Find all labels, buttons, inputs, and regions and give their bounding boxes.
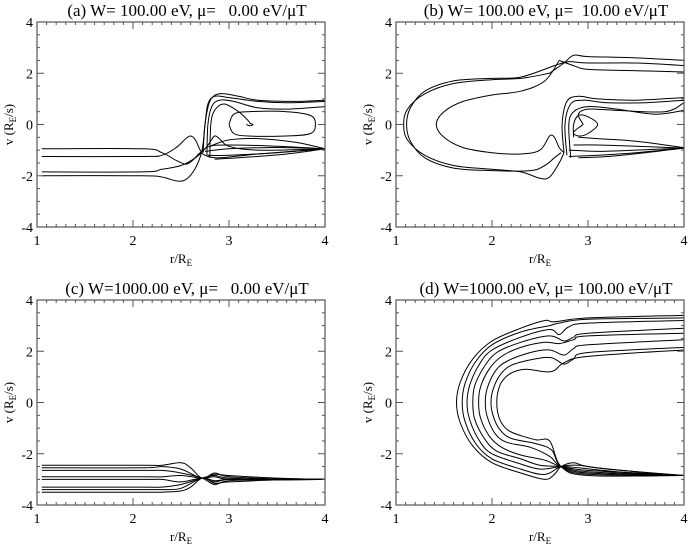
y-tick-label: -4 bbox=[380, 499, 392, 514]
panel-title: (b) W= 100.00 eV, μ= 10.00 eV/μT bbox=[424, 1, 669, 20]
panel-a: (a) W= 100.00 eV, μ= 0.00 eV/μT 1 2 3 4 -4 -2 0… bbox=[1, 1, 329, 268]
x-tick-label: 2 bbox=[489, 512, 496, 527]
y-tick-label: -4 bbox=[21, 499, 33, 514]
x-tick-label: 4 bbox=[322, 512, 329, 527]
trajectory-line bbox=[561, 95, 685, 153]
plot-frame bbox=[36, 299, 326, 506]
y-axis-label: v (RE/s) bbox=[1, 104, 18, 145]
panel-b: (b) W= 100.00 eV, μ= 10.00 eV/μT 1 2 3 4 -4 -2… bbox=[360, 1, 688, 268]
trajectory-line bbox=[559, 59, 685, 73]
y-tick-label: 0 bbox=[26, 119, 33, 134]
x-tick-label: 3 bbox=[585, 512, 592, 527]
trajectory-line bbox=[214, 148, 326, 160]
panel-c: (c) W=1000.00 eV, μ= 0.00 eV/μT 1 2 3 4 -4 -2 0… bbox=[1, 279, 329, 545]
plot-frame bbox=[395, 21, 685, 228]
trajectory-line bbox=[484, 339, 685, 476]
trajectory-line bbox=[41, 469, 326, 486]
trajectory-line bbox=[568, 147, 685, 157]
trajectory-line bbox=[496, 349, 685, 477]
trajectory-line bbox=[228, 110, 316, 137]
x-tick-label: 2 bbox=[489, 234, 496, 249]
trajectory-line bbox=[41, 477, 325, 493]
x-tick-label: 1 bbox=[393, 512, 400, 527]
x-tick-label: 4 bbox=[681, 234, 688, 249]
y-tick-label: -2 bbox=[21, 448, 33, 463]
trajectory-line bbox=[578, 147, 685, 159]
trajectory-line bbox=[202, 93, 326, 153]
y-tick-label: 4 bbox=[26, 16, 33, 31]
x-tick-label: 3 bbox=[585, 234, 592, 249]
y-axis-label: v (RE/s) bbox=[1, 382, 18, 423]
panel-title: (d) W=1000.00 eV, μ= 100.00 eV/μT bbox=[419, 279, 673, 298]
trajectory-line bbox=[209, 103, 254, 158]
x-tick-label: 2 bbox=[130, 234, 137, 249]
trajectory-line bbox=[568, 147, 685, 152]
y-tick-label: -4 bbox=[380, 221, 392, 236]
x-axis-label: r/RE bbox=[529, 251, 552, 268]
trajectories bbox=[41, 462, 326, 493]
trajectory-line bbox=[577, 102, 685, 125]
trajectory-line bbox=[41, 135, 326, 159]
trajectory-line bbox=[435, 60, 565, 155]
x-tick-label: 2 bbox=[130, 512, 137, 527]
y-tick-label: 2 bbox=[385, 345, 392, 360]
y-tick-label: -2 bbox=[380, 170, 392, 185]
x-tick-label: 3 bbox=[226, 512, 233, 527]
trajectory-line bbox=[41, 144, 326, 165]
trajectory-line bbox=[472, 327, 685, 476]
trajectories bbox=[455, 314, 685, 480]
y-tick-label: 2 bbox=[385, 67, 392, 82]
trajectories bbox=[403, 54, 685, 180]
plot-frame bbox=[36, 21, 326, 228]
trajectory-line bbox=[490, 346, 685, 476]
trajectory-line bbox=[406, 65, 562, 172]
y-tick-label: -4 bbox=[21, 221, 33, 236]
trajectory-line bbox=[554, 61, 685, 67]
trajectory-line bbox=[578, 136, 685, 149]
x-tick-label: 3 bbox=[226, 234, 233, 249]
trajectory-line bbox=[564, 99, 685, 156]
trajectory-line bbox=[549, 54, 685, 74]
x-axis-label: r/RE bbox=[529, 529, 552, 545]
trajectory-line bbox=[207, 148, 326, 156]
y-tick-label: 0 bbox=[385, 119, 392, 134]
y-tick-label: 2 bbox=[26, 345, 33, 360]
x-tick-label: 1 bbox=[393, 234, 400, 249]
x-tick-label: 1 bbox=[34, 512, 41, 527]
x-tick-label: 4 bbox=[681, 512, 688, 527]
y-tick-label: -2 bbox=[21, 170, 33, 185]
y-tick-label: 0 bbox=[26, 397, 33, 412]
trajectory-line bbox=[206, 99, 326, 156]
panel-d: (d) W=1000.00 eV, μ= 100.00 eV/μT 1 2 3 4 -4 -… bbox=[360, 279, 688, 545]
trajectory-line bbox=[209, 137, 326, 150]
y-axis-label: v (RE/s) bbox=[360, 382, 377, 423]
x-tick-label: 4 bbox=[322, 234, 329, 249]
trajectory-line bbox=[573, 144, 685, 149]
trajectories bbox=[41, 93, 326, 182]
y-axis-label: v (RE/s) bbox=[360, 104, 377, 145]
trajectory-line bbox=[478, 332, 685, 476]
trajectory-line bbox=[204, 147, 326, 152]
y-tick-label: 4 bbox=[26, 294, 33, 309]
panel-title: (c) W=1000.00 eV, μ= 0.00 eV/μT bbox=[65, 279, 309, 298]
x-tick-label: 1 bbox=[34, 234, 41, 249]
x-axis-label: r/RE bbox=[170, 529, 193, 545]
y-tick-label: -2 bbox=[380, 448, 392, 463]
trajectory-line bbox=[572, 114, 599, 138]
trajectory-line bbox=[568, 106, 685, 158]
y-tick-label: 4 bbox=[385, 16, 392, 31]
trajectory-line bbox=[455, 314, 685, 480]
y-tick-label: 0 bbox=[385, 397, 392, 412]
panel-title: (a) W= 100.00 eV, μ= 0.00 eV/μT bbox=[67, 1, 307, 20]
y-tick-label: 4 bbox=[385, 294, 392, 309]
y-tick-label: 2 bbox=[26, 67, 33, 82]
x-axis-label: r/RE bbox=[170, 251, 193, 268]
trajectory-line bbox=[41, 462, 326, 480]
